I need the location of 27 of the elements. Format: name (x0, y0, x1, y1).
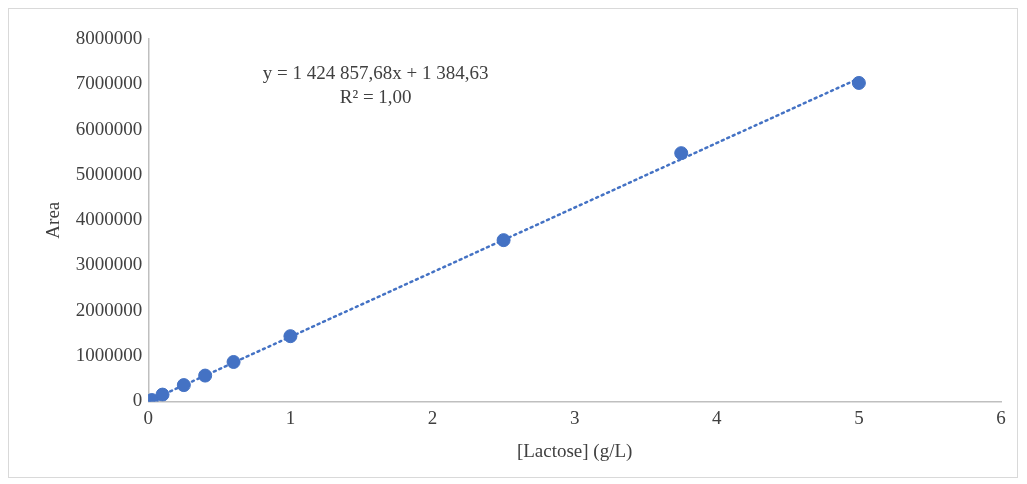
point (851, 75, 866, 90)
y-tick-label: 4000000 (75, 208, 143, 230)
y-tick-label: 6000000 (75, 117, 143, 139)
x-tick-label: 5 (854, 406, 864, 428)
y-tick-label: 1000000 (75, 344, 143, 366)
x-tick-label: 4 (712, 406, 723, 428)
point (198, 368, 213, 383)
x-tick-label: 1 (285, 406, 296, 428)
y-tick-label: 8000000 (75, 26, 143, 48)
point (155, 387, 170, 402)
y-tick-label: 2000000 (75, 298, 143, 320)
y-tick-label: 0 (132, 389, 143, 411)
point (496, 233, 511, 248)
point (283, 329, 298, 344)
annotation: R² = 1,00 (339, 85, 412, 107)
point (226, 354, 241, 369)
x-tick-label: 2 (427, 406, 438, 428)
y-axis-title: Area (42, 201, 64, 239)
point (674, 146, 689, 161)
annotation: y = 1 424 857,68x + 1 384,63 (262, 61, 489, 83)
y-tick-label: 7000000 (75, 72, 143, 94)
x-tick-label: 3 (569, 406, 580, 428)
y-tick-label: 3000000 (75, 253, 143, 275)
x-axis-title: [Lactose] (g/L) (516, 439, 633, 462)
y-tick-label: 5000000 (75, 162, 143, 184)
x-tick-label: 6 (996, 406, 1006, 428)
point (176, 378, 191, 393)
